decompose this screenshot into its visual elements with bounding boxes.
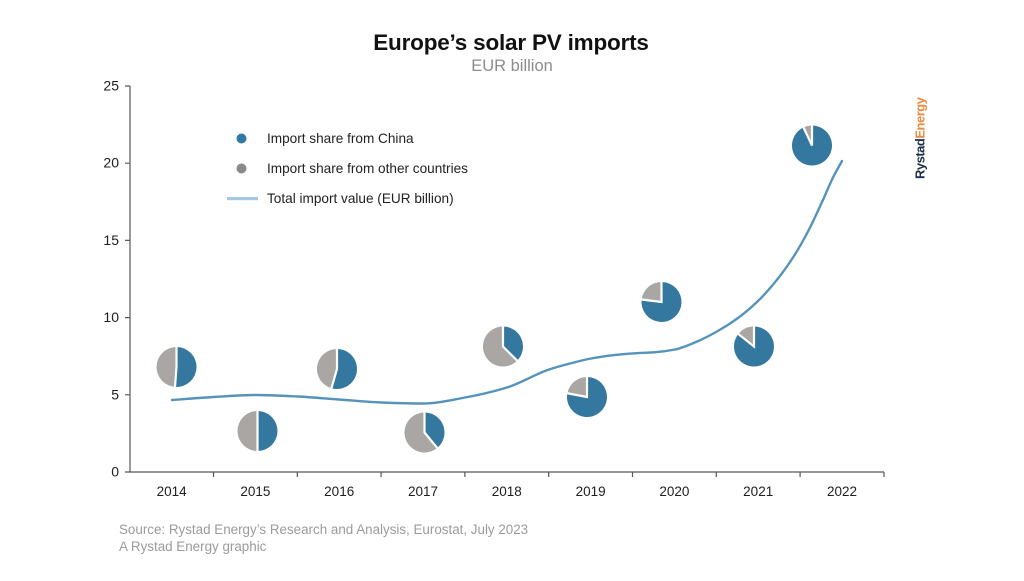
- svg-text:20: 20: [103, 155, 119, 171]
- svg-text:2016: 2016: [324, 484, 354, 499]
- svg-text:0: 0: [111, 464, 119, 480]
- svg-text:2014: 2014: [157, 484, 188, 499]
- svg-text:Import share from other countr: Import share from other countries: [267, 161, 468, 176]
- svg-text:Import share from China: Import share from China: [267, 131, 414, 146]
- svg-text:2022: 2022: [827, 484, 857, 499]
- svg-text:2020: 2020: [659, 484, 689, 499]
- svg-text:2015: 2015: [240, 484, 270, 499]
- svg-text:15: 15: [103, 232, 119, 248]
- svg-text:2017: 2017: [408, 484, 438, 499]
- svg-text:Total import value (EUR billio: Total import value (EUR billion): [267, 191, 454, 206]
- svg-text:EUR billion: EUR billion: [471, 57, 553, 75]
- svg-text:5: 5: [111, 386, 119, 402]
- svg-text:A Rystad Energy graphic: A Rystad Energy graphic: [119, 539, 267, 554]
- svg-text:Europe’s solar PV imports: Europe’s solar PV imports: [373, 30, 649, 55]
- svg-text:2018: 2018: [492, 484, 522, 499]
- svg-text:RystadEnergy: RystadEnergy: [913, 96, 928, 179]
- svg-text:25: 25: [103, 78, 119, 94]
- svg-text:2021: 2021: [743, 484, 773, 499]
- svg-text:10: 10: [103, 309, 119, 325]
- svg-text:2019: 2019: [576, 484, 606, 499]
- svg-text:Source: Rystad Energy’s Resear: Source: Rystad Energy’s Research and Ana…: [119, 522, 528, 537]
